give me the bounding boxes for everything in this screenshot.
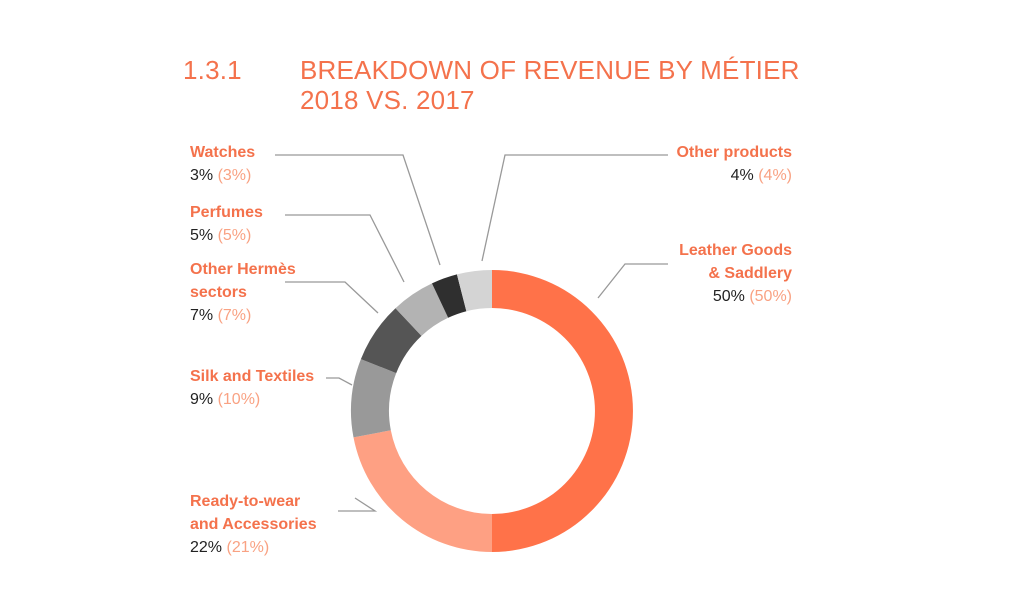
section-number: 1.3.1	[183, 55, 242, 85]
slice-value-2017: (4%)	[758, 167, 792, 184]
slice-name: and Accessories	[190, 516, 317, 533]
slice-value-2018: 50%	[712, 288, 745, 305]
slice-label: Perfumes 5% (5%)	[190, 201, 263, 247]
slice-label: Other Hermès sectors 7% (7%)	[190, 258, 296, 327]
leader-line	[597, 263, 668, 299]
slice-name: Watches	[190, 144, 256, 161]
donut-slice	[353, 430, 492, 552]
slice-name: Other Hermès	[190, 261, 296, 278]
slice-name: & Saddlery	[708, 265, 792, 282]
slice-name: Silk and Textiles	[190, 368, 315, 385]
donut-slice	[395, 283, 449, 336]
donut-slice	[360, 308, 422, 374]
donut-slice	[492, 270, 633, 552]
chart-title: BREAKDOWN OF REVENUE BY MÉTIER	[300, 55, 800, 85]
leader-line	[326, 377, 353, 386]
slice-value-2018: 22%	[190, 539, 223, 556]
leader-line	[285, 214, 405, 283]
leader-line	[481, 154, 668, 262]
slice-name: Perfumes	[190, 204, 263, 221]
slice-value-2018: 4%	[730, 167, 754, 184]
slice-value-2018: 7%	[190, 307, 214, 324]
leader-line	[285, 281, 379, 314]
slice-label: Watches 3% (3%)	[190, 141, 255, 187]
slice-value-2017: (10%)	[217, 391, 261, 408]
slice-value-2018: 3%	[190, 167, 214, 184]
slice-name: sectors	[190, 284, 247, 301]
slice-name: Ready-to-wear	[190, 493, 301, 510]
slice-value-2018: 9%	[190, 391, 214, 408]
slice-value-2017: (3%)	[217, 167, 252, 184]
slice-name: Other products	[676, 144, 792, 161]
donut-slice	[456, 270, 492, 312]
slice-label: Leather Goods & Saddlery 50% (50%)	[679, 239, 792, 308]
donut-slice	[350, 359, 397, 438]
leader-line	[338, 497, 378, 512]
chart-subtitle: 2018 VS. 2017	[300, 85, 475, 115]
slice-value-2017: (50%)	[749, 288, 792, 305]
slice-name: Leather Goods	[679, 242, 792, 259]
slice-value-2018: 5%	[190, 227, 214, 244]
donut-slice	[431, 274, 467, 318]
slice-value-2017: (5%)	[217, 227, 252, 244]
slice-value-2017: (7%)	[217, 307, 252, 324]
leader-line	[275, 154, 441, 266]
slice-value-2017: (21%)	[226, 539, 270, 556]
slice-label: Silk and Textiles 9% (10%)	[190, 365, 314, 411]
slice-label: Other products 4% (4%)	[676, 141, 792, 187]
slice-label: Ready-to-wear and Accessories 22% (21%)	[190, 490, 317, 559]
